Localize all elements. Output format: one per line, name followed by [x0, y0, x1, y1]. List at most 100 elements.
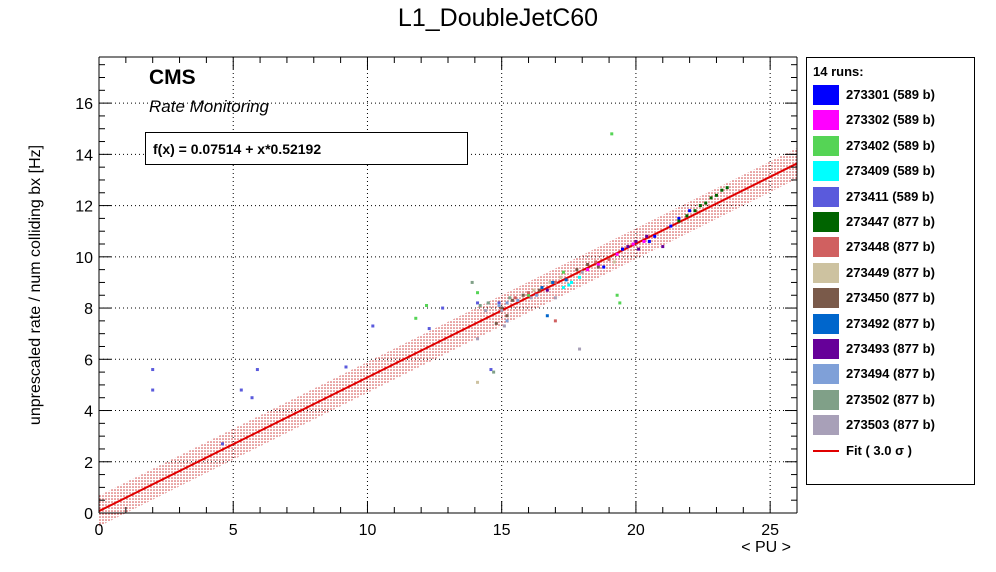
- data-point-s12-3: [470, 280, 474, 284]
- legend-entry-6: 273448 (877 b): [813, 235, 973, 259]
- data-point-s1-2: [615, 252, 619, 256]
- data-point-s10-3: [661, 245, 665, 249]
- data-point-s2-2: [618, 301, 622, 305]
- legend-label: 273493 (877 b): [846, 341, 935, 356]
- legend-entry-2: 273402 (589 b): [813, 134, 973, 158]
- data-point-s8-4: [575, 268, 579, 272]
- data-point-s13-2: [500, 309, 504, 313]
- data-point-s12-0: [478, 303, 482, 307]
- data-point-s8-0: [500, 306, 504, 310]
- data-point-s5-2: [693, 209, 697, 213]
- data-point-s6-4: [594, 260, 598, 264]
- y-axis-label: unprescaled rate / num colliding bx [Hz]: [27, 144, 44, 426]
- data-point-s9-3: [545, 314, 549, 318]
- x-tick-label-5: 25: [761, 522, 779, 539]
- ticks-group: 0 5 10 15 20 25 0 2 4 6 8 10 12 14 16: [75, 57, 798, 539]
- data-point-s13-4: [578, 347, 582, 351]
- y-tick-label-7: 14: [75, 147, 93, 164]
- legend-header: 14 runs:: [813, 64, 864, 79]
- data-point-s10-5: [545, 288, 549, 292]
- data-point-s3-2: [578, 275, 582, 279]
- data-point-s5-1: [685, 214, 689, 218]
- data-point-s4-1: [151, 388, 155, 392]
- data-point-s9-1: [551, 280, 555, 284]
- data-point-s6-0: [513, 296, 517, 300]
- legend-swatch: [813, 135, 839, 156]
- data-point-s10-1: [634, 239, 638, 243]
- legend-label: 273447 (877 b): [846, 214, 935, 229]
- data-point-s8-2: [521, 293, 525, 297]
- legend-entry-0: 273301 (589 b): [813, 83, 973, 107]
- data-point-s9-0: [540, 286, 544, 290]
- data-point-s5-8: [725, 186, 729, 190]
- x-tick-label-3: 15: [493, 522, 511, 539]
- legend-label: 273494 (877 b): [846, 366, 935, 382]
- data-point-s2-3: [414, 316, 418, 320]
- legend-label: 273301 (589 b): [846, 87, 935, 102]
- data-point-s2-5: [476, 291, 480, 295]
- legend-entry-4: 273411 (589 b): [813, 185, 973, 209]
- rate-monitoring-label: Rate Monitoring: [149, 97, 270, 116]
- legend: 14 runs: 273301 (589 b) 273302 (589 b) 273…: [806, 57, 975, 485]
- legend-swatch: [813, 313, 839, 334]
- data-point-s12-1: [486, 301, 490, 305]
- legend-entry-8: 273450 (877 b): [813, 286, 973, 310]
- data-point-s0-4: [688, 209, 692, 213]
- legend-swatch: [813, 262, 839, 283]
- y-tick-label-1: 2: [84, 455, 93, 472]
- data-point-s12-4: [508, 296, 512, 300]
- legend-swatch: [813, 186, 839, 207]
- data-point-s4-2: [239, 388, 243, 392]
- y-tick-label-6: 12: [75, 199, 93, 216]
- legend-swatch: [813, 161, 839, 182]
- y-tick-label-8: 16: [75, 96, 93, 113]
- y-tick-label-2: 4: [84, 404, 93, 421]
- data-point-s8-5: [586, 263, 590, 267]
- legend-label: Fit ( 3.0 σ ): [846, 442, 912, 458]
- cms-label: CMS: [149, 66, 196, 89]
- legend-label: 273411 (589 b): [846, 188, 935, 204]
- data-point-s5-4: [704, 201, 708, 205]
- data-point-s2-6: [527, 293, 531, 297]
- data-point-s1-1: [596, 263, 600, 267]
- x-tick-label-1: 5: [229, 522, 238, 539]
- x-axis-label: < PU >: [741, 539, 791, 556]
- data-point-s4-12: [220, 442, 224, 446]
- data-point-s5-7: [720, 188, 724, 192]
- data-point-s8-6: [596, 265, 600, 269]
- data-point-s10-2: [645, 234, 649, 238]
- data-point-s0-5: [621, 247, 624, 251]
- data-point-s6-1: [527, 291, 531, 295]
- legend-swatch: [813, 364, 839, 385]
- legend-swatch: [813, 85, 839, 105]
- legend-label: 273302 (589 b): [846, 112, 935, 128]
- data-point-s3-3: [567, 283, 571, 287]
- data-point-s0-6: [602, 265, 606, 269]
- data-point-s2-7: [561, 270, 565, 274]
- data-point-s8-3: [537, 288, 541, 292]
- data-point-s4-6: [371, 324, 375, 328]
- data-point-s11-4: [535, 293, 539, 297]
- data-point-s9-2: [564, 278, 568, 282]
- data-point-s1-4: [642, 239, 646, 243]
- data-point-s3-0: [561, 286, 565, 290]
- data-point-s1-0: [586, 268, 590, 272]
- y-tick-label-3: 6: [84, 352, 93, 369]
- y-tick-label-0: 0: [84, 506, 93, 523]
- data-point-s7-2: [548, 280, 552, 284]
- y-tick-label-4: 8: [84, 301, 93, 318]
- data-point-s11-1: [497, 303, 501, 307]
- data-point-s2-1: [615, 293, 619, 297]
- data-point-s4-7: [427, 327, 431, 331]
- legend-entry-5: 273447 (877 b): [813, 210, 973, 234]
- data-point-s2-4: [425, 303, 429, 307]
- data-point-s4-8: [441, 306, 445, 310]
- legend-swatch: [813, 212, 839, 232]
- data-point-s11-3: [516, 298, 520, 302]
- legend-swatch: [813, 339, 839, 359]
- data-point-s4-9: [476, 301, 480, 305]
- legend-entry-1: 273302 (589 b): [813, 108, 973, 132]
- legend-label: 273502 (877 b): [846, 391, 935, 407]
- data-point-s8-8: [505, 314, 509, 318]
- chart-title: L1_DoubleJetC60: [397, 4, 599, 32]
